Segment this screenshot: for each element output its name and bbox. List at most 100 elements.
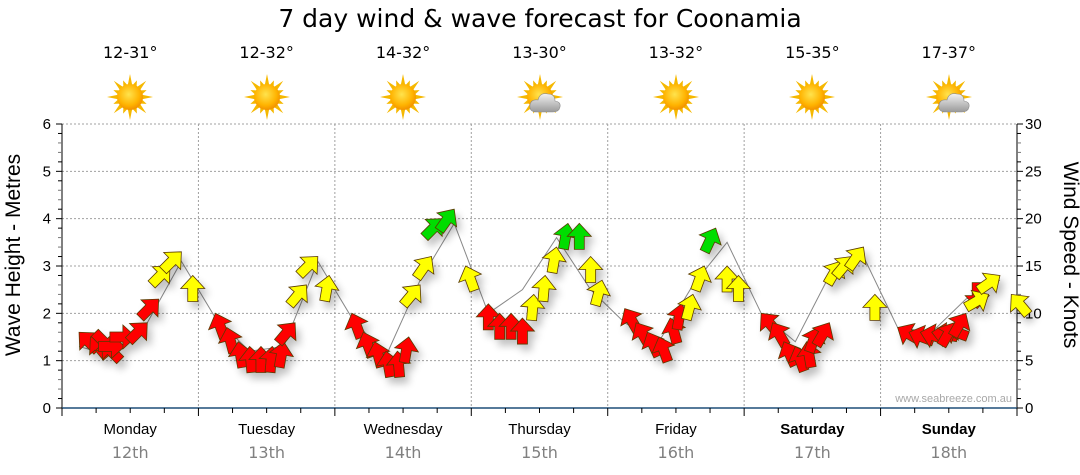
wind-arrow-shape xyxy=(109,324,137,350)
temperature-range-sunday: 17-37° xyxy=(921,43,977,62)
wind-arrow-shape xyxy=(963,289,990,313)
wind-arrow-shape xyxy=(285,284,308,309)
date-label-monday: 12th xyxy=(111,443,149,462)
wind-arrow xyxy=(577,255,604,283)
wind-arrow xyxy=(179,274,206,302)
wind-arrow-shape xyxy=(541,246,567,275)
wind-arrow-shape xyxy=(268,341,295,369)
temperature-range-saturday: 15-35° xyxy=(785,43,840,62)
wind-arrow-shape xyxy=(566,222,593,250)
wind-arrow-shape xyxy=(179,274,206,302)
date-label-thursday: 15th xyxy=(521,443,558,462)
y-tick-label-left: 1 xyxy=(43,353,51,370)
wind-arrow-shape xyxy=(947,312,971,339)
wind-arrow-shape xyxy=(586,279,612,308)
wind-arrow-shape xyxy=(651,336,676,364)
wind-arrow xyxy=(651,336,676,364)
temperature-range-tuesday: 12-32° xyxy=(239,43,294,62)
wind-arrow xyxy=(963,289,990,313)
wind-arrow xyxy=(434,208,458,234)
y-tick-label-left: 3 xyxy=(43,258,51,275)
y-tick-label-right: 20 xyxy=(1025,211,1042,228)
wind-arrow-shape xyxy=(158,251,182,275)
wind-arrow-shape xyxy=(509,317,536,345)
wind-arrow xyxy=(268,341,295,369)
y-tick-label-right: 15 xyxy=(1025,258,1042,275)
day-label-wednesday: Wednesday xyxy=(363,421,443,438)
wind-arrow xyxy=(411,256,435,282)
temperature-range-monday: 12-31° xyxy=(102,43,158,62)
wind-arrow xyxy=(586,279,612,308)
wind-arrow xyxy=(393,336,420,364)
wind-arrow-shape xyxy=(577,255,604,283)
wind-arrow-shape xyxy=(811,322,834,349)
wind-arrow-shape xyxy=(687,265,712,293)
date-label-tuesday: 13th xyxy=(248,443,286,462)
wind-arrow xyxy=(285,284,308,309)
wind-arrow-shape xyxy=(843,246,867,272)
wind-arrow-shape xyxy=(314,274,340,303)
wind-arrow xyxy=(947,312,971,339)
wind-arrow xyxy=(158,251,182,275)
y-tick-label-left: 4 xyxy=(43,211,51,228)
temperature-range-wednesday: 14-32° xyxy=(375,43,431,62)
y-tick-label-left: 6 xyxy=(43,116,51,133)
wind-arrow-shape xyxy=(124,322,148,346)
wind-arrow-shape xyxy=(458,265,483,293)
wind-arrow-shape xyxy=(861,293,888,321)
wind-arrow xyxy=(687,265,712,293)
wind-arrow-shape xyxy=(531,274,557,303)
day-label-thursday: Thursday xyxy=(508,421,571,438)
date-label-sunday: 18th xyxy=(930,443,968,462)
y-tick-label-left: 2 xyxy=(43,305,51,322)
wind-arrow xyxy=(124,322,148,346)
y-axis-right-label: Wind Speed - Knots xyxy=(1059,161,1080,349)
wind-arrow-shape xyxy=(434,208,458,234)
wind-arrow xyxy=(843,246,867,272)
date-label-saturday: 17th xyxy=(793,443,831,462)
wind-arrow xyxy=(698,227,722,255)
wind-arrow xyxy=(541,246,567,275)
y-tick-label-right: 5 xyxy=(1025,353,1033,370)
partly-cloudy-icon xyxy=(924,72,974,122)
wind-arrow-shape xyxy=(975,272,1001,296)
wind-arrow xyxy=(725,274,752,302)
chart-title: 7 day wind & wave forecast for Coonamia xyxy=(278,4,802,33)
wind-arrow-shape xyxy=(136,298,160,322)
wind-arrow-shape xyxy=(295,256,319,280)
y-axis-left-label: Wave Height - Metres xyxy=(2,153,25,357)
wind-arrow xyxy=(314,274,340,303)
wind-arrow xyxy=(399,284,422,309)
y-tick-label-right: 25 xyxy=(1025,163,1042,180)
wind-arrow-shape xyxy=(411,256,435,282)
wind-arrow xyxy=(273,322,297,347)
wind-arrow xyxy=(531,274,557,303)
y-tick-label-left: 5 xyxy=(43,163,51,180)
wind-arrow xyxy=(861,293,888,321)
wind-arrow-shape xyxy=(399,284,422,309)
sunny-icon xyxy=(378,72,428,122)
day-label-tuesday: Tuesday xyxy=(238,421,296,438)
wind-arrow xyxy=(109,324,137,350)
wind-arrow xyxy=(811,322,834,349)
temperature-range-thursday: 13-30° xyxy=(512,43,567,62)
date-label-friday: 16th xyxy=(657,443,695,462)
y-tick-label-left: 0 xyxy=(43,400,51,417)
wind-arrow-shape xyxy=(1010,293,1033,319)
sunny-icon xyxy=(651,72,701,122)
wind-arrow-shape xyxy=(725,274,752,302)
partly-cloudy-icon xyxy=(515,72,565,122)
day-label-saturday: Saturday xyxy=(780,421,845,438)
wind-arrow xyxy=(458,265,483,293)
wind-arrow xyxy=(509,317,536,345)
watermark: www.seabreeze.com.au xyxy=(894,393,1012,405)
day-label-sunday: Sunday xyxy=(921,421,976,438)
y-tick-label-right: 30 xyxy=(1025,116,1042,133)
sunny-icon xyxy=(105,72,155,122)
wind-arrow xyxy=(295,256,319,280)
day-label-monday: Monday xyxy=(103,421,157,438)
wind-arrow-shape xyxy=(677,293,702,322)
wind-arrow-shape xyxy=(698,227,722,255)
temperature-range-friday: 13-32° xyxy=(648,43,704,62)
